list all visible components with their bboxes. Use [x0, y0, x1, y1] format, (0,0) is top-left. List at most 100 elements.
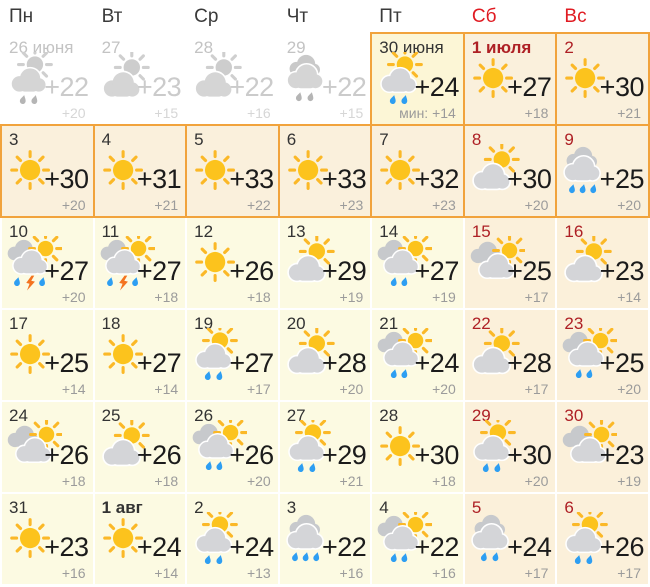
day-label: 31 [9, 498, 28, 517]
weather-icon-sunny [559, 52, 617, 110]
max-temp: +22 [321, 532, 367, 562]
min-temp: +20 [617, 197, 641, 213]
weather-icon-sunny [374, 420, 432, 478]
day-cell[interactable]: 29 +22 +15 [279, 34, 371, 124]
day-cell[interactable]: 31 +23 +16 [2, 494, 93, 584]
day-cell[interactable]: 20 +28 +20 [279, 310, 371, 400]
weather-icon-storm [97, 236, 155, 294]
max-temp: +24 [414, 72, 460, 102]
min-temp: +14 [154, 381, 179, 397]
day-cell[interactable]: 3 +22 +16 [279, 494, 371, 584]
day-label: 27 [101, 38, 121, 57]
max-temp: +24 [229, 532, 274, 562]
day-cell[interactable]: 18 +27 +14 [94, 310, 186, 400]
day-cell[interactable]: 1 авг +24 +14 [94, 494, 186, 584]
min-temp: +20 [61, 289, 86, 305]
min-temp: +18 [154, 289, 179, 305]
max-temp: +28 [321, 348, 367, 378]
day-cell[interactable]: 27 +23 +15 [94, 34, 186, 124]
day-cell[interactable]: 13 +29 +19 [279, 218, 371, 308]
weather-icon-sunny [4, 512, 62, 570]
max-temp: +30 [507, 164, 552, 194]
day-cell[interactable]: 26 +26 +20 [187, 402, 278, 492]
day-cell[interactable]: 23 +25 +20 [557, 310, 648, 400]
max-temp: +22 [321, 72, 367, 102]
day-label: 28 [194, 38, 214, 57]
max-temp: +24 [414, 348, 460, 378]
min-temp: +17 [524, 381, 549, 397]
day-cell[interactable]: 9 +25 +20 [555, 124, 650, 218]
day-cell[interactable]: 8 +30 +20 [462, 124, 558, 218]
day-cell[interactable]: 24 +26 +18 [2, 402, 93, 492]
day-cell[interactable]: 26 июня +22 +20 [2, 34, 93, 124]
weather-icon-sunny [467, 52, 525, 110]
weather-icon-cloudy [467, 236, 525, 294]
day-cell[interactable]: 4 +22 +16 [372, 494, 463, 584]
min-temp: +14 [617, 289, 641, 305]
min-temp: +17 [524, 289, 549, 305]
min-temp: +15 [339, 105, 364, 121]
min-temp: +21 [339, 473, 364, 489]
weather-icon-partly [467, 144, 525, 202]
day-cell[interactable]: 19 +27 +17 [187, 310, 278, 400]
day-cell[interactable]: 12 +26 +18 [187, 218, 278, 308]
max-temp: +26 [229, 440, 274, 470]
max-temp: +27 [44, 256, 89, 286]
day-cell[interactable]: 11 +27 +18 [94, 218, 186, 308]
day-cell[interactable]: 21 +24 +20 [372, 310, 463, 400]
day-cell[interactable]: 7 +32 +23 [370, 124, 465, 218]
day-cell[interactable]: 30 июня +24 мин: +14 [370, 32, 465, 126]
max-temp: +30 [507, 440, 552, 470]
min-temp: +20 [339, 381, 364, 397]
day-cell[interactable]: 25 +26 +18 [94, 402, 186, 492]
day-cell[interactable]: 4 +31 +21 [92, 124, 188, 218]
day-label: 11 [101, 222, 120, 241]
max-temp: +25 [599, 348, 645, 378]
day-cell[interactable]: 3 +30 +20 [0, 124, 95, 218]
day-cell[interactable]: 10 +27 +20 [2, 218, 93, 308]
weather-icon-sunny [4, 328, 62, 386]
max-temp: +25 [507, 256, 552, 286]
min-temp: +14 [61, 381, 86, 397]
day-label: 5 [471, 498, 482, 517]
day-label: 30 июня [379, 38, 444, 57]
day-cell[interactable]: 6 +33 +23 [277, 124, 373, 218]
weather-icon-rain-sun [374, 52, 432, 110]
day-cell[interactable]: 28 +22 +16 [187, 34, 278, 124]
weather-icon-partly [97, 52, 155, 110]
min-temp: +23 [339, 197, 364, 213]
day-cell[interactable]: 5 +33 +22 [185, 124, 280, 218]
max-temp: +29 [321, 256, 367, 286]
day-cell[interactable]: 1 июля +27 +18 [462, 32, 558, 126]
weather-icon-sunny [97, 328, 155, 386]
day-label: 17 [9, 314, 28, 333]
day-cell[interactable]: 2 +24 +13 [187, 494, 278, 584]
day-cell[interactable]: 28 +30 +18 [372, 402, 463, 492]
day-cell[interactable]: 16 +23 +14 [557, 218, 648, 308]
day-cell[interactable]: 2 +30 +21 [555, 32, 650, 126]
day-label: 18 [101, 314, 121, 333]
day-cell[interactable]: 22 +28 +17 [464, 310, 556, 400]
day-cell[interactable]: 14 +27 +19 [372, 218, 463, 308]
weather-icon-cloudy [559, 420, 618, 478]
max-temp: +23 [599, 440, 645, 470]
day-cell[interactable]: 30 +23 +19 [557, 402, 648, 492]
day-cell[interactable]: 27 +29 +21 [279, 402, 371, 492]
day-cell[interactable]: 29 +30 +20 [464, 402, 556, 492]
day-label: 15 [471, 222, 491, 241]
day-label: 2 [194, 498, 204, 517]
weekday-header-1: Пн [2, 2, 93, 32]
weather-icon-sunny [4, 144, 62, 202]
weather-icon-rain-sun [189, 328, 247, 386]
day-cell[interactable]: 5 +24 +17 [464, 494, 556, 584]
weekday-label: Пт [379, 6, 402, 27]
day-cell[interactable]: 15 +25 +17 [464, 218, 556, 308]
day-cell[interactable]: 17 +25 +14 [2, 310, 93, 400]
weather-icon-sunny [374, 144, 432, 202]
day-label: 1 июля [471, 38, 532, 57]
max-temp: +24 [507, 532, 552, 562]
max-temp: +26 [44, 440, 89, 470]
min-temp: +18 [246, 289, 271, 305]
day-cell[interactable]: 6 +26 +17 [557, 494, 648, 584]
